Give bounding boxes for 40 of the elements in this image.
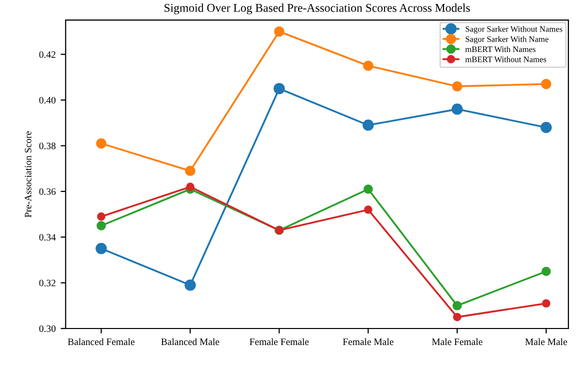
point: [542, 266, 551, 276]
x-tick-label: Balanced Male: [161, 338, 220, 346]
x-tick-label: Female Male: [342, 338, 394, 346]
legend-label: mBERT Without Names: [465, 56, 546, 62]
point: [452, 104, 463, 115]
point: [542, 299, 550, 308]
x-tick-label: Male Female: [432, 338, 482, 346]
point: [363, 60, 374, 71]
y-axis-title: Pre-Association Score: [24, 131, 32, 218]
point: [274, 82, 285, 94]
point: [185, 166, 196, 176]
point: [274, 26, 284, 37]
point: [541, 78, 552, 90]
y-tick-label: 0.30: [39, 325, 56, 332]
y-tick-label: 0.40: [39, 96, 56, 104]
x-tick-label: Female Female: [250, 338, 309, 346]
chart-title: Sigmoid Over Log Based Pre-Association Scores Across Models: [164, 4, 470, 14]
y-tick-label: 0.36: [39, 188, 56, 195]
y-tick-label: 0.42: [39, 51, 56, 58]
y-tick-label: 0.34: [39, 234, 56, 241]
legend-label: Sagor Sarker With Name: [466, 36, 548, 44]
point: [96, 221, 106, 230]
point: [452, 301, 462, 310]
point: [453, 312, 462, 322]
point: [364, 206, 372, 214]
x-tick-label: Male Male: [525, 338, 568, 346]
legend-label: Sagor Sarker Without Names: [466, 26, 562, 34]
point: [96, 242, 107, 254]
point: [184, 279, 196, 291]
x-tick-label: Balanced Female: [68, 338, 134, 346]
point: [186, 182, 194, 192]
point: [452, 81, 462, 92]
y-tick-label: 0.38: [39, 142, 56, 150]
point: [362, 120, 374, 131]
legend-label: mBERT With Names: [465, 46, 536, 52]
point: [540, 122, 552, 134]
point: [364, 184, 373, 194]
y-tick-label: 0.32: [39, 280, 56, 286]
point: [97, 212, 106, 221]
point: [96, 138, 106, 149]
